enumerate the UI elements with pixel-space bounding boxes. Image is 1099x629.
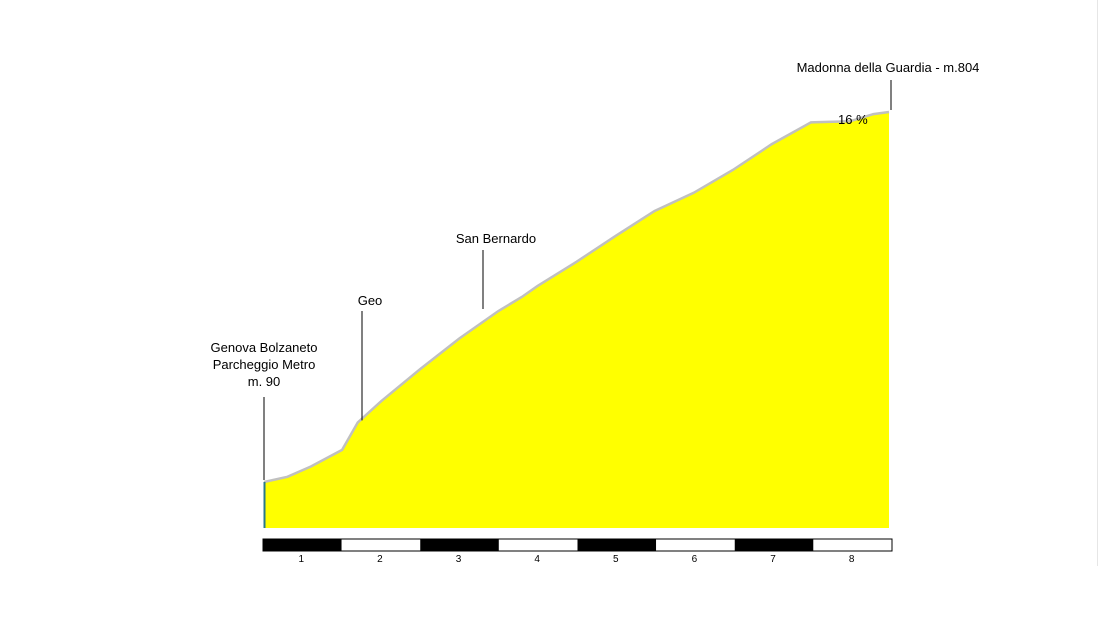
- elevation-outline: [263, 110, 890, 484]
- km-scale-bar: 1 2 3 4 5 6 7 8: [262, 538, 893, 565]
- km-tick-label: 2: [377, 554, 383, 565]
- annotation-label: m. 90: [248, 374, 281, 389]
- scale-segment: [263, 539, 342, 551]
- annotation-label: Parcheggio Metro: [213, 357, 316, 372]
- annotation-label: Madonna della Guardia - m.804: [797, 60, 980, 75]
- annotation-label: San Bernardo: [456, 231, 536, 246]
- scale-segment: [420, 539, 499, 551]
- scale-segment: [577, 539, 657, 551]
- profile-layer: [263, 110, 890, 528]
- annotation-layer: 16 % Genova Bolzaneto Parcheggio Metro m. …: [211, 60, 980, 480]
- scale-segment: [656, 539, 735, 551]
- km-tick-label: 4: [534, 554, 540, 565]
- scale-segment: [813, 539, 892, 551]
- scale-segment: [498, 539, 578, 551]
- km-tick-label: 8: [849, 554, 855, 565]
- elevation-area: [264, 112, 889, 528]
- km-tick-label: 3: [456, 554, 462, 565]
- grade-label: 16 %: [838, 112, 868, 127]
- annotation-label: Geo: [358, 293, 383, 308]
- km-tick-label: 5: [613, 554, 619, 565]
- annotation-label: Genova Bolzaneto: [211, 340, 318, 355]
- scale-segment: [734, 539, 814, 551]
- km-tick-label: 6: [692, 554, 698, 565]
- km-tick-label: 7: [770, 554, 776, 565]
- scale-frame: [262, 538, 893, 552]
- km-tick-label: 1: [299, 554, 305, 565]
- scale-segment: [341, 539, 421, 551]
- edge-divider: [1097, 0, 1098, 566]
